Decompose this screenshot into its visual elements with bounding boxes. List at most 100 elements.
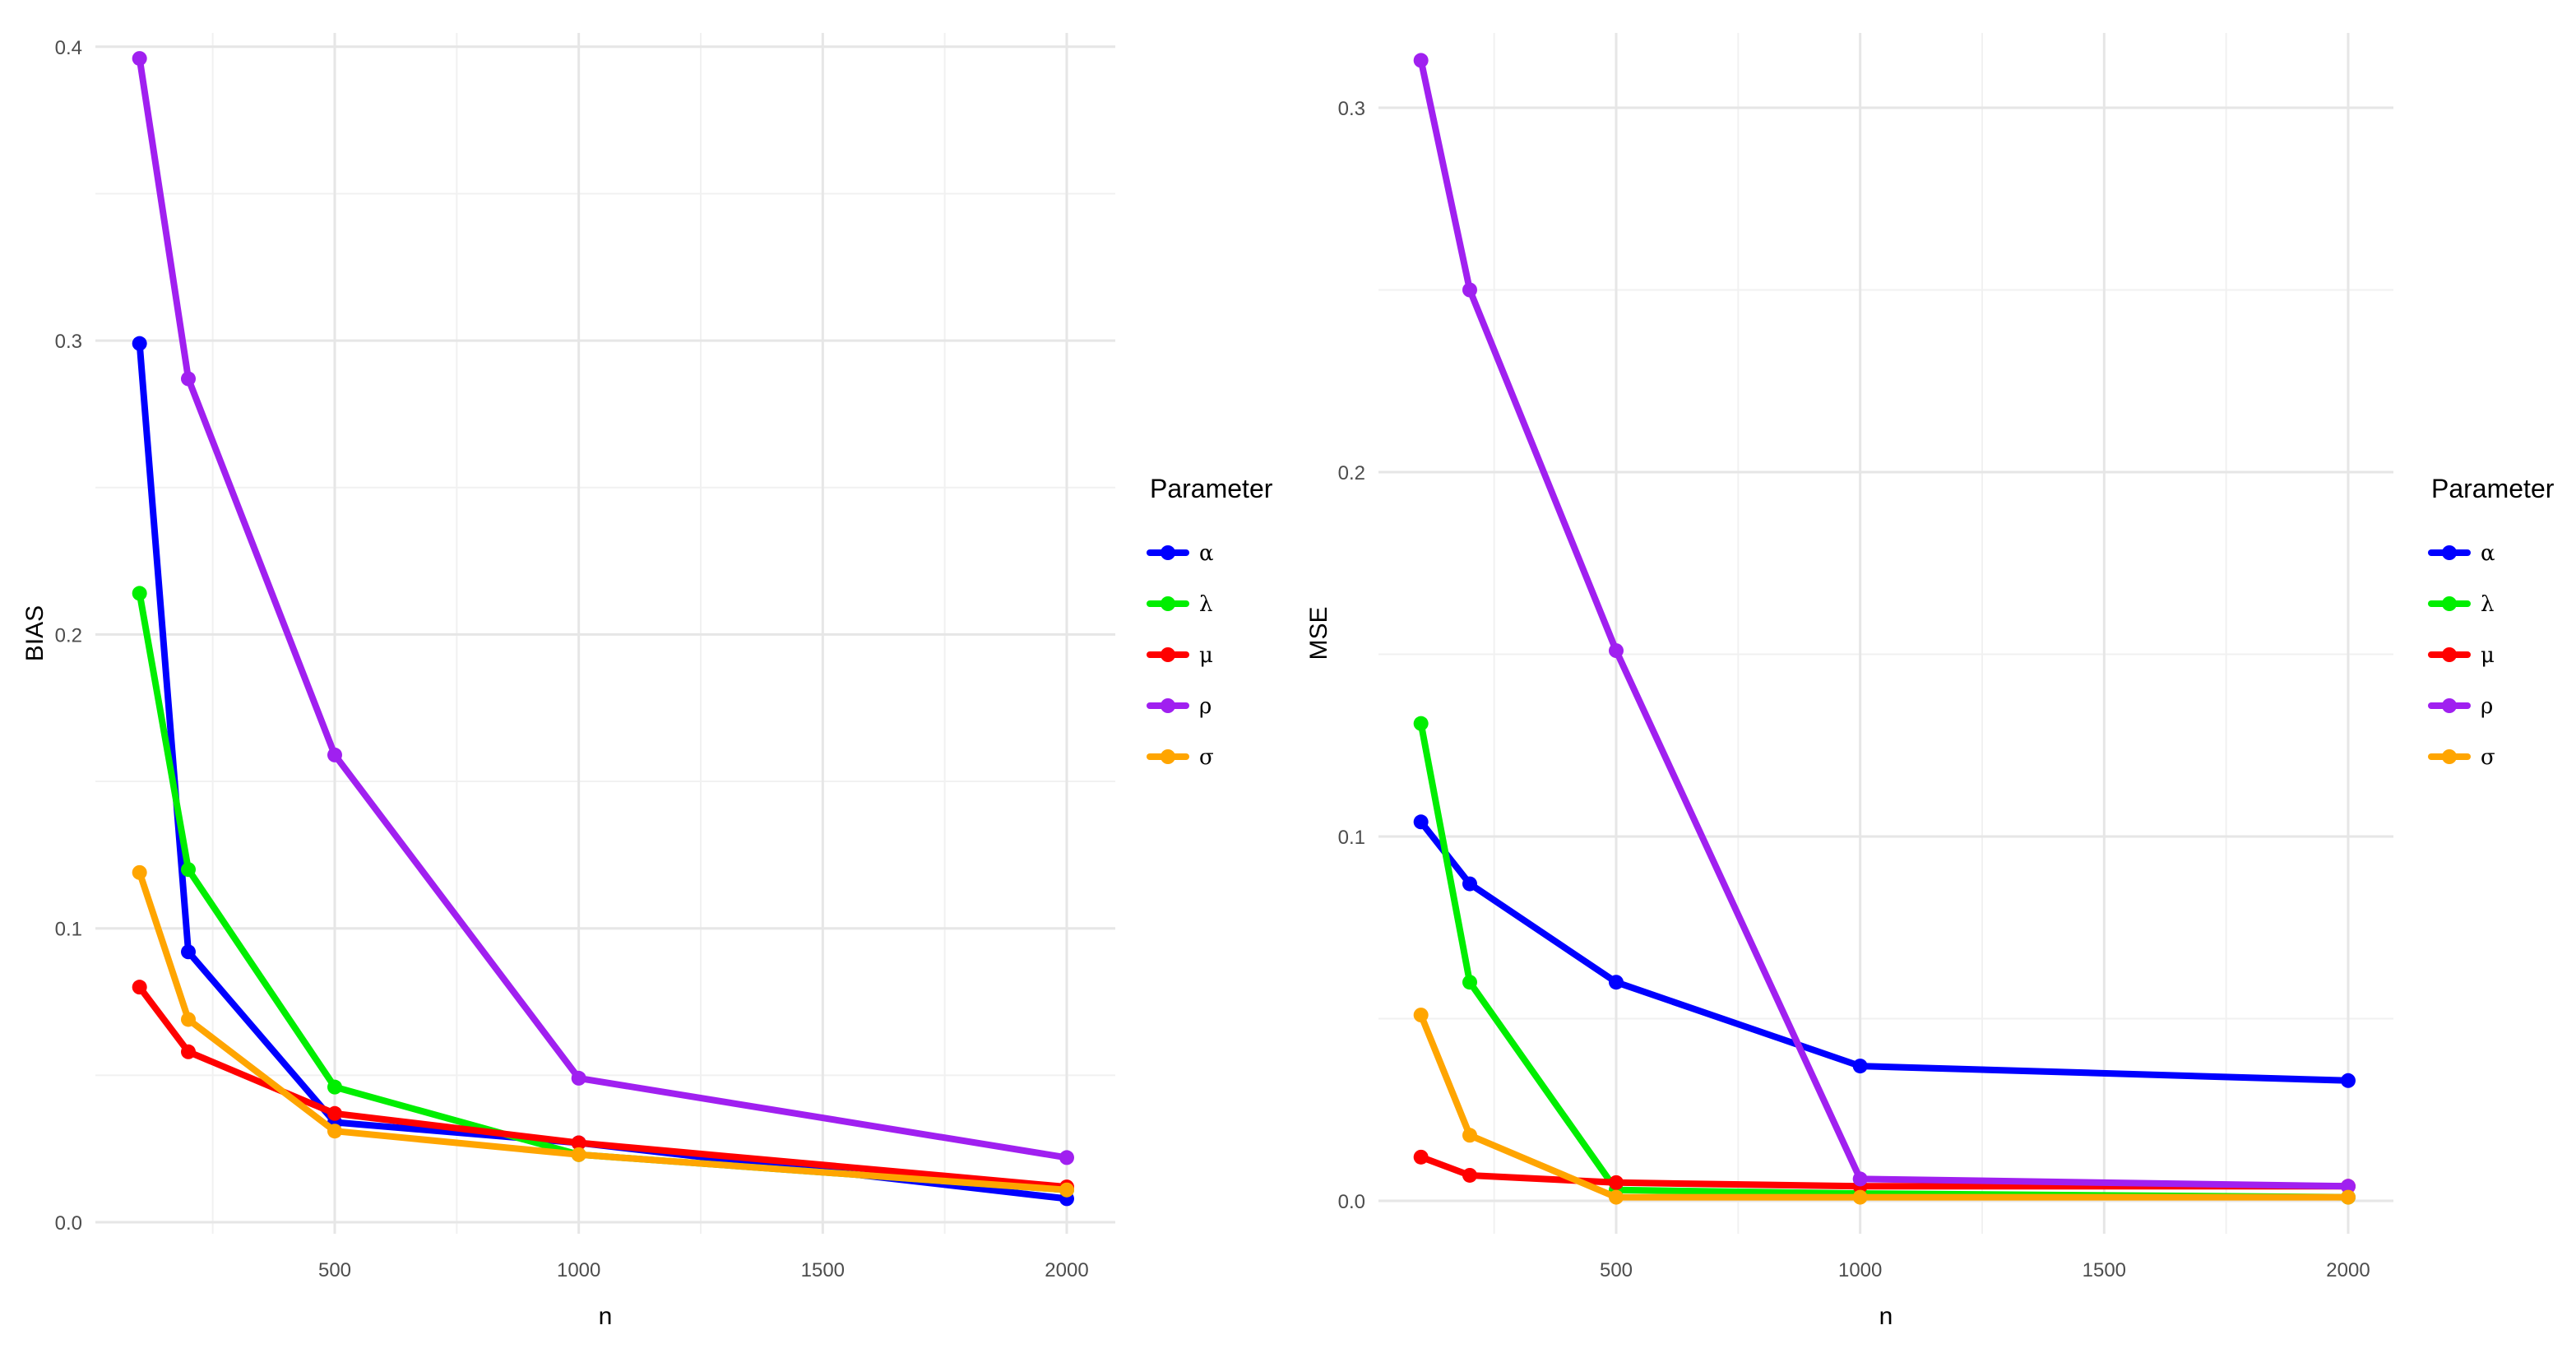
bias-data-point bbox=[132, 51, 147, 67]
mse-data-point bbox=[1413, 1149, 1429, 1165]
mse-series-line-0 bbox=[1417, 818, 2351, 1084]
bias-data-point bbox=[132, 336, 147, 351]
bias-data-point bbox=[327, 1079, 342, 1095]
bias-y-tick-label: 0.4 bbox=[55, 37, 82, 59]
bias-legend-item: α bbox=[1147, 541, 1214, 566]
bias-data-point bbox=[327, 1105, 342, 1121]
bias-legend-item: λ bbox=[1147, 592, 1212, 617]
bias-data-point bbox=[181, 1044, 196, 1059]
bias-series-line-3 bbox=[136, 55, 1070, 1161]
mse-panel: 0.0 0.1 0.2 0.3 500 1000 1500 2000 n MSE Parameter… bbox=[1305, 33, 2555, 1330]
mse-y-axis-title: MSE bbox=[1305, 606, 1332, 660]
bias-legend-key-point bbox=[1161, 749, 1175, 764]
mse-data-point bbox=[2341, 1179, 2356, 1194]
mse-data-point bbox=[1462, 282, 1477, 298]
mse-legend-key-point bbox=[2442, 647, 2457, 662]
bias-legend-title: Parameter bbox=[1150, 474, 1273, 503]
bias-data-point bbox=[571, 1070, 586, 1086]
bias-series-line-0 bbox=[136, 340, 1070, 1202]
bias-panel: 0.0 0.1 0.2 0.3 0.4 500 1000 1500 2000 n BIAS Param… bbox=[21, 33, 1273, 1330]
bias-x-tick-label: 2000 bbox=[1045, 1259, 1088, 1281]
mse-series-group bbox=[1413, 53, 2356, 1205]
bias-data-point bbox=[327, 1124, 342, 1139]
bias-x-tick-label: 1000 bbox=[557, 1259, 600, 1281]
mse-data-point bbox=[1413, 814, 1429, 830]
bias-series-group bbox=[132, 51, 1074, 1207]
bias-y-tick-label: 0.2 bbox=[55, 624, 82, 646]
mse-data-point bbox=[1462, 876, 1477, 892]
mse-data-point bbox=[1609, 643, 1624, 659]
mse-legend-key-point bbox=[2442, 596, 2457, 611]
mse-legend-item: ρ bbox=[2428, 694, 2493, 719]
bias-x-tick-label: 500 bbox=[318, 1259, 351, 1281]
bias-legend-label: ρ bbox=[1199, 694, 1212, 719]
bias-legend-key-point bbox=[1161, 647, 1175, 662]
mse-data-point bbox=[1852, 1189, 1868, 1205]
bias-data-point bbox=[571, 1135, 586, 1151]
bias-data-point bbox=[132, 864, 147, 880]
mse-x-tick-label: 2000 bbox=[2326, 1259, 2370, 1281]
bias-y-axis-title: BIAS bbox=[21, 605, 49, 661]
mse-x-axis-title: n bbox=[1879, 1303, 1893, 1330]
bias-data-point bbox=[1059, 1150, 1074, 1165]
mse-x-tick-label: 500 bbox=[1600, 1259, 1633, 1281]
mse-data-point bbox=[2341, 1189, 2356, 1205]
bias-legend-key-point bbox=[1161, 545, 1175, 560]
mse-y-tick-label: 0.1 bbox=[1338, 827, 1365, 849]
mse-data-point bbox=[1413, 1008, 1429, 1023]
mse-data-point bbox=[1462, 1128, 1477, 1143]
mse-legend-item: λ bbox=[2428, 592, 2494, 617]
bias-legend-label: α bbox=[1199, 541, 1214, 566]
mse-legend-key-point bbox=[2442, 749, 2457, 764]
mse-data-point bbox=[1413, 716, 1429, 731]
mse-legend: Parameter α λ μ ρ σ bbox=[2428, 474, 2555, 770]
mse-data-point bbox=[1462, 975, 1477, 990]
bias-data-point bbox=[181, 944, 196, 960]
mse-gridlines bbox=[1378, 33, 2393, 1234]
mse-legend-item: σ bbox=[2428, 745, 2495, 770]
mse-series-line-1 bbox=[1417, 720, 2351, 1201]
bias-data-point bbox=[181, 371, 196, 387]
mse-data-point bbox=[1413, 53, 1429, 68]
bias-data-point bbox=[132, 980, 147, 995]
mse-y-tick-label: 0.3 bbox=[1338, 98, 1365, 120]
mse-legend-label: σ bbox=[2481, 745, 2495, 770]
mse-x-tick-label: 1500 bbox=[2083, 1259, 2126, 1281]
mse-data-point bbox=[2341, 1073, 2356, 1088]
bias-legend-item: σ bbox=[1147, 745, 1214, 770]
bias-legend-label: λ bbox=[1199, 592, 1212, 617]
mse-y-tick-label: 0.0 bbox=[1338, 1191, 1365, 1213]
mse-legend-label: ρ bbox=[2481, 694, 2493, 719]
bias-data-point bbox=[181, 862, 196, 878]
bias-gridlines bbox=[95, 33, 1115, 1234]
mse-data-point bbox=[1852, 1059, 1868, 1074]
bias-x-tick-label: 1500 bbox=[801, 1259, 845, 1281]
mse-data-point bbox=[1609, 1189, 1624, 1205]
mse-data-point bbox=[1609, 975, 1624, 990]
bias-legend-item: ρ bbox=[1147, 694, 1212, 719]
bias-x-axis-title: n bbox=[599, 1303, 613, 1330]
mse-legend-label: α bbox=[2481, 541, 2495, 566]
bias-data-point bbox=[132, 586, 147, 601]
bias-series-line-1 bbox=[136, 590, 1070, 1193]
bias-legend-label: μ bbox=[1199, 643, 1213, 668]
mse-x-tick-label: 1000 bbox=[1838, 1259, 1882, 1281]
bias-data-point bbox=[327, 747, 342, 762]
mse-legend-label: μ bbox=[2481, 643, 2495, 668]
bias-data-point bbox=[181, 1012, 196, 1027]
mse-legend-key-point bbox=[2442, 545, 2457, 560]
bias-legend: Parameter α λ μ ρ σ bbox=[1147, 474, 1273, 770]
bias-legend-label: σ bbox=[1199, 745, 1214, 770]
bias-legend-key-point bbox=[1161, 596, 1175, 611]
bias-legend-key-point bbox=[1161, 698, 1175, 713]
bias-y-tick-label: 0.3 bbox=[55, 331, 82, 353]
bias-y-tick-label: 0.0 bbox=[55, 1212, 82, 1235]
mse-legend-key-point bbox=[2442, 698, 2457, 713]
bias-y-tick-label: 0.1 bbox=[55, 919, 82, 941]
mse-series-line-3 bbox=[1417, 57, 2351, 1190]
bias-data-point bbox=[571, 1147, 586, 1162]
mse-data-point bbox=[1462, 1167, 1477, 1183]
mse-legend-item: μ bbox=[2428, 643, 2495, 668]
